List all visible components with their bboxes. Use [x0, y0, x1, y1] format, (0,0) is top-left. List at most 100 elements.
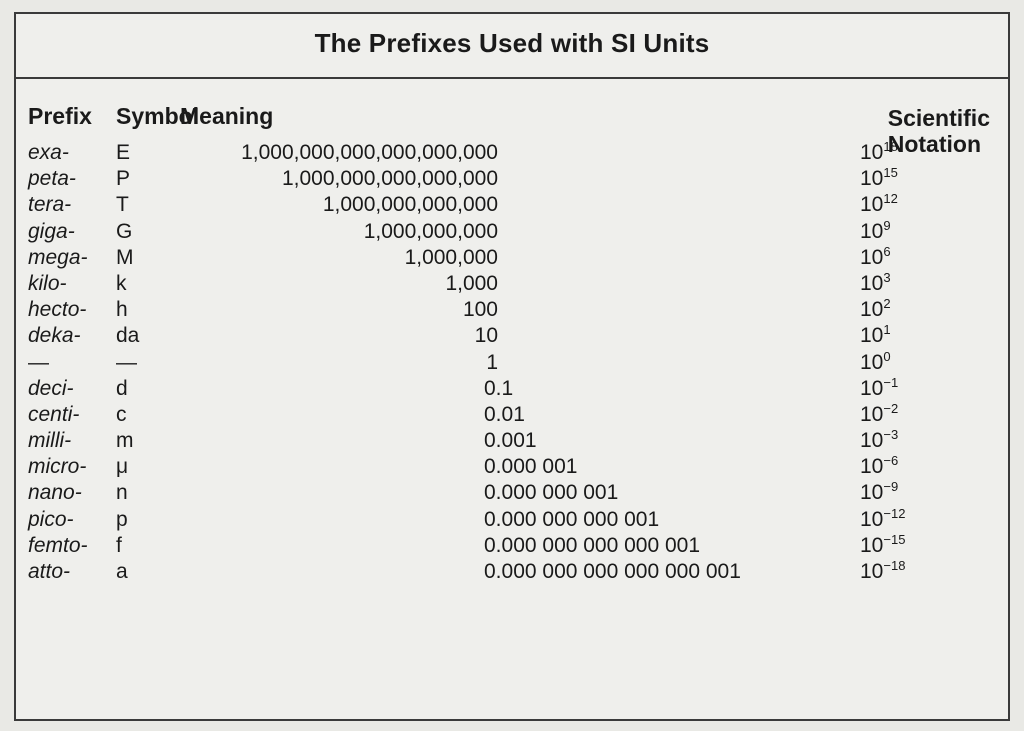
cell-notation: 10−6: [848, 456, 990, 477]
cell-symbol: a: [116, 561, 180, 582]
cell-meaning: 1,000,000,000,000,000,000: [180, 142, 848, 163]
header-prefix: Prefix: [28, 105, 116, 128]
cell-symbol: G: [116, 221, 180, 242]
cell-prefix: deci-: [28, 378, 116, 399]
cell-notation: 109: [848, 221, 990, 242]
notation-exponent: −3: [883, 427, 898, 442]
cell-notation: 1015: [848, 168, 990, 189]
cell-prefix: tera-: [28, 194, 116, 215]
notation-base: 10: [860, 246, 883, 269]
cell-symbol: f: [116, 535, 180, 556]
cell-meaning: 0.000 000 001: [180, 482, 848, 503]
table-row: mega-M1,000,000106: [28, 247, 990, 268]
notation-exponent: 6: [883, 244, 890, 259]
table-row: femto-f0.000 000 000 000 00110−15: [28, 535, 990, 556]
cell-meaning: 0.001: [180, 430, 848, 451]
cell-meaning: 100: [180, 299, 848, 320]
cell-symbol: p: [116, 509, 180, 530]
cell-prefix: femto-: [28, 535, 116, 556]
cell-notation: 106: [848, 247, 990, 268]
cell-symbol: E: [116, 142, 180, 163]
cell-prefix: pico-: [28, 509, 116, 530]
header-meaning: Meaning: [180, 105, 273, 128]
cell-notation: 100: [848, 352, 990, 373]
notation-exponent: 1: [883, 322, 890, 337]
table-row: deci-d0.110−1: [28, 378, 990, 399]
cell-prefix: atto-: [28, 561, 116, 582]
cell-prefix: micro-: [28, 456, 116, 477]
table-row: exa-E1,000,000,000,000,000,0001018: [28, 142, 990, 163]
cell-meaning: 10: [180, 325, 848, 346]
notation-exponent: −1: [883, 375, 898, 390]
cell-meaning: 1,000,000,000,000,000: [180, 168, 848, 189]
table-row: ——1100: [28, 352, 990, 373]
cell-symbol: m: [116, 430, 180, 451]
cell-symbol: d: [116, 378, 180, 399]
notation-base: 10: [860, 141, 883, 164]
cell-symbol: T: [116, 194, 180, 215]
notation-base: 10: [860, 193, 883, 216]
cell-symbol: c: [116, 404, 180, 425]
cell-notation: 10−18: [848, 561, 990, 582]
notation-exponent: 15: [883, 165, 897, 180]
header-symbol: Symbol: [116, 105, 180, 128]
table-body: exa-E1,000,000,000,000,000,0001018peta-P…: [28, 142, 990, 582]
cell-notation: 1012: [848, 194, 990, 215]
header-row: Prefix Symbol Meaning: [28, 105, 990, 128]
cell-symbol: —: [116, 352, 180, 373]
cell-prefix: kilo-: [28, 273, 116, 294]
page: The Prefixes Used with SI Units Prefix S…: [0, 0, 1024, 731]
cell-notation: 10−15: [848, 535, 990, 556]
table-title: The Prefixes Used with SI Units: [16, 28, 1008, 59]
cell-meaning: 0.1: [180, 378, 848, 399]
cell-meaning: 0.01: [180, 404, 848, 425]
cell-symbol: M: [116, 247, 180, 268]
notation-exponent: 2: [883, 296, 890, 311]
table-row: deka-da10101: [28, 325, 990, 346]
cell-meaning: 1,000,000: [180, 247, 848, 268]
notation-base: 10: [860, 403, 883, 426]
table-frame: The Prefixes Used with SI Units Prefix S…: [14, 12, 1010, 721]
notation-exponent: 3: [883, 270, 890, 285]
notation-base: 10: [860, 272, 883, 295]
table-row: giga-G1,000,000,000109: [28, 221, 990, 242]
cell-symbol: h: [116, 299, 180, 320]
notation-base: 10: [860, 455, 883, 478]
table-row: kilo-k1,000103: [28, 273, 990, 294]
table-row: milli-m0.00110−3: [28, 430, 990, 451]
notation-exponent: −12: [883, 506, 905, 521]
notation-base: 10: [860, 534, 883, 557]
cell-notation: 101: [848, 325, 990, 346]
cell-meaning: 0.000 000 000 000 000 001: [180, 561, 848, 582]
table-row: peta-P1,000,000,000,000,0001015: [28, 168, 990, 189]
cell-prefix: —: [28, 352, 116, 373]
cell-symbol: μ: [116, 456, 180, 477]
table-row: hecto-h100102: [28, 299, 990, 320]
cell-prefix: deka-: [28, 325, 116, 346]
cell-prefix: giga-: [28, 221, 116, 242]
notation-base: 10: [860, 220, 883, 243]
cell-prefix: milli-: [28, 430, 116, 451]
table-row: nano-n0.000 000 00110−9: [28, 482, 990, 503]
cell-symbol: da: [116, 325, 180, 346]
notation-exponent: 9: [883, 218, 890, 233]
notation-base: 10: [860, 508, 883, 531]
notation-exponent: −6: [883, 453, 898, 468]
cell-meaning: 1: [180, 352, 848, 373]
notation-base: 10: [860, 167, 883, 190]
table-content: Prefix Symbol Meaning Scientific Notatio…: [16, 79, 1008, 719]
cell-notation: 10−3: [848, 430, 990, 451]
cell-symbol: n: [116, 482, 180, 503]
cell-prefix: mega-: [28, 247, 116, 268]
cell-prefix: exa-: [28, 142, 116, 163]
cell-notation: 102: [848, 299, 990, 320]
notation-exponent: −9: [883, 479, 898, 494]
table-row: centi-c0.0110−2: [28, 404, 990, 425]
cell-prefix: hecto-: [28, 299, 116, 320]
cell-meaning: 1,000,000,000: [180, 221, 848, 242]
notation-base: 10: [860, 481, 883, 504]
cell-symbol: P: [116, 168, 180, 189]
notation-base: 10: [860, 429, 883, 452]
notation-exponent: −18: [883, 558, 905, 573]
cell-notation: 10−12: [848, 509, 990, 530]
